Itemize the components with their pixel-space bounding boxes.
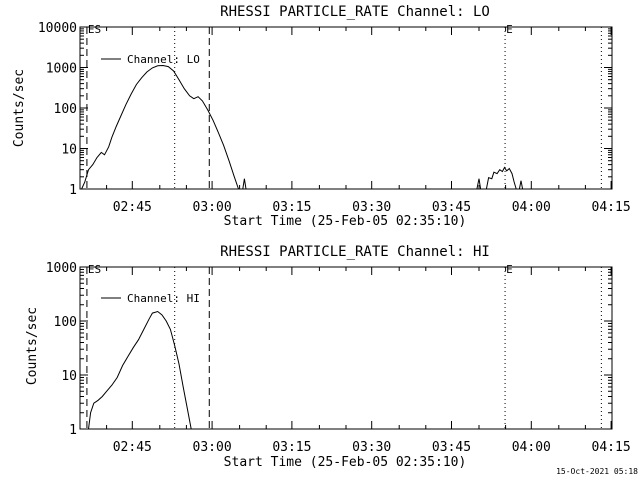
hi-x-tick-label: 03:30 xyxy=(352,440,391,455)
lo-y-tick-label: 1 xyxy=(69,183,77,198)
hi-x-tick-label: 04:15 xyxy=(592,440,631,455)
hi-marker-label: ES xyxy=(88,263,101,276)
hi-y-tick-label: 10 xyxy=(61,369,77,384)
lo-marker-label: ES xyxy=(88,23,101,36)
hi-x-tick-label: 04:00 xyxy=(512,440,551,455)
lo-rate-line xyxy=(81,64,239,190)
hi-y-tick-label: 1000 xyxy=(46,261,77,276)
lo-x-tick-label: 03:30 xyxy=(352,200,391,215)
lo-marker-label: E xyxy=(506,23,513,36)
hi-x-axis-label: Start Time (25-Feb-05 02:35:10) xyxy=(224,455,467,470)
lo-x-tick-label: 03:15 xyxy=(272,200,311,215)
lo-channel-panel: RHESSI PARTICLE_RATE Channel: LO Start T… xyxy=(12,4,631,229)
lo-y-tick-label: 10000 xyxy=(38,21,77,36)
lo-x-tick-label: 03:45 xyxy=(432,200,471,215)
lo-x-axis-label: Start Time (25-Feb-05 02:35:10) xyxy=(224,214,467,229)
lo-y-tick-label: 100 xyxy=(54,102,77,117)
lo-x-tick-label: 04:00 xyxy=(512,200,551,215)
lo-x-tick-label: 03:00 xyxy=(193,200,232,215)
hi-marker-label: E xyxy=(506,263,513,276)
hi-y-axis-label: Counts/sec xyxy=(25,307,40,385)
hi-x-tick-label: 03:15 xyxy=(272,440,311,455)
lo-legend-label: Channel: LO xyxy=(127,53,200,66)
render-timestamp: 15-Oct-2021 05:18 xyxy=(556,467,638,476)
lo-y-axis-label: Counts/sec xyxy=(12,69,27,147)
lo-x-tick-label: 04:15 xyxy=(592,200,631,215)
lo-rate-line xyxy=(518,180,524,190)
hi-x-tick-label: 03:00 xyxy=(193,440,232,455)
lo-rate-line xyxy=(242,178,247,190)
lo-axes-frame xyxy=(79,26,613,190)
hi-rate-line xyxy=(88,310,192,430)
lo-x-tick-label: 02:45 xyxy=(113,200,152,215)
hi-channel-panel: RHESSI PARTICLE_RATE Channel: HI Start T… xyxy=(25,244,631,470)
lo-chart-title: RHESSI PARTICLE_RATE Channel: LO xyxy=(220,4,490,20)
lo-rate-line xyxy=(476,166,517,190)
hi-x-tick-label: 03:45 xyxy=(432,440,471,455)
hi-legend-label: Channel: HI xyxy=(127,292,200,305)
hi-chart-title: RHESSI PARTICLE_RATE Channel: HI xyxy=(220,244,490,260)
hi-y-tick-label: 100 xyxy=(54,315,77,330)
lo-y-tick-label: 1000 xyxy=(46,62,77,77)
lo-y-tick-label: 10 xyxy=(61,143,77,158)
hi-x-tick-label: 02:45 xyxy=(113,440,152,455)
hi-y-tick-label: 1 xyxy=(69,423,77,438)
